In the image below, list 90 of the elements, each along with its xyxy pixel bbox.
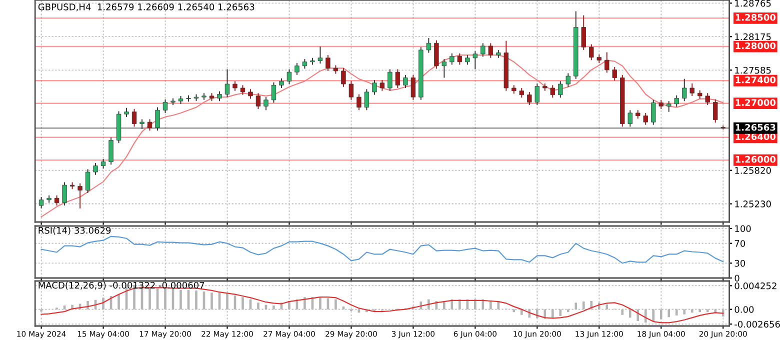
candlestick <box>318 46 323 64</box>
candlestick <box>147 118 152 132</box>
candlestick <box>294 62 300 76</box>
ref-line-label: 1.26563 <box>736 124 776 131</box>
candlestick <box>388 68 392 92</box>
candlestick <box>140 118 144 130</box>
candlestick <box>132 108 137 128</box>
candlestick <box>100 158 106 170</box>
candlestick <box>658 99 664 110</box>
candlestick <box>232 80 238 92</box>
ref-line-label: 1.26000 <box>736 156 776 163</box>
ref-line-label: 1.28500 <box>736 14 776 21</box>
y-tick-label: 0.004252 <box>734 282 776 290</box>
y-tick-label: 30 <box>734 260 746 267</box>
chart-title: MACD(12,26,9) -0.001322 -0.000607 <box>38 282 204 290</box>
candlestick <box>217 90 222 102</box>
candlestick <box>108 136 114 166</box>
candlestick <box>682 78 687 102</box>
candlestick <box>364 88 370 111</box>
candlestick <box>54 194 60 206</box>
y-tick-label: 100 <box>735 225 751 232</box>
candlestick <box>93 162 98 176</box>
y-tick-label: 0 <box>734 274 740 282</box>
candlestick <box>612 66 617 82</box>
candlestick <box>162 98 168 114</box>
candlestick <box>302 58 308 70</box>
candlestick <box>527 91 532 106</box>
candlestick <box>604 52 610 74</box>
candlestick <box>286 68 292 85</box>
y-tick-label: 1.28175 <box>735 33 771 40</box>
candlestick <box>628 110 632 128</box>
candlestick <box>472 50 478 70</box>
chart-title: RSI(14) 33.0629 <box>38 226 111 235</box>
line-series <box>40 236 724 264</box>
candlestick <box>85 168 90 194</box>
candlestick <box>666 100 672 112</box>
chart-title: GBPUSD,H4 1.26579 1.26609 1.26540 1.26563 <box>38 3 254 12</box>
ref-line-label: 1.27400 <box>736 76 776 84</box>
candlestick <box>224 68 230 98</box>
candlestick <box>589 44 594 61</box>
candlestick <box>426 38 432 54</box>
candlestick <box>643 112 648 126</box>
candlestick <box>62 182 67 206</box>
y-tick-label: -0.002656 <box>734 320 780 328</box>
candlestick <box>248 88 253 100</box>
y-tick-label: 1.28765 <box>735 0 771 7</box>
candlestick <box>550 84 555 98</box>
candlestick <box>38 196 44 209</box>
candlestick <box>271 82 276 104</box>
candlestick <box>442 58 447 78</box>
candlestick <box>674 94 679 108</box>
candlestick <box>410 74 416 100</box>
candlestick <box>124 107 129 118</box>
candlestick <box>705 92 710 106</box>
candlestick <box>558 80 563 98</box>
y-tick-label: 70 <box>734 240 746 247</box>
y-tick-label: 1.25820 <box>735 167 771 174</box>
candlestick <box>488 42 494 58</box>
candlestick <box>348 80 354 100</box>
candlestick <box>450 52 454 66</box>
candlestick <box>356 94 362 111</box>
ref-line-label: 1.28000 <box>736 42 776 50</box>
candlestick <box>534 82 540 106</box>
candlestick <box>264 96 268 111</box>
candlestick <box>326 54 330 72</box>
candlestick <box>279 78 284 88</box>
candlestick <box>341 68 346 88</box>
candlestick <box>465 54 470 66</box>
candlestick <box>155 106 160 132</box>
candlestick <box>690 82 694 96</box>
candlestick <box>256 92 261 110</box>
candlestick <box>403 74 408 88</box>
candlestick <box>78 182 82 209</box>
candlestick <box>240 84 246 96</box>
y-tick-label: 1.25230 <box>735 200 771 208</box>
y-tick-label: 1.27585 <box>735 66 771 74</box>
ref-line-label: 1.26400 <box>736 133 776 140</box>
candlestick <box>480 42 486 58</box>
candlestick <box>519 88 524 98</box>
candlestick <box>395 68 400 88</box>
candlestick <box>566 72 570 88</box>
candlestick <box>457 52 462 66</box>
candlestick <box>713 98 718 124</box>
candlestick <box>380 80 385 92</box>
candlestick <box>651 99 656 126</box>
candlestick <box>581 14 586 50</box>
y-tick-label: 0.00 <box>734 306 754 313</box>
candlestick <box>372 80 377 96</box>
candlestick <box>434 40 439 70</box>
ref-line-label: 1.27000 <box>736 99 776 106</box>
